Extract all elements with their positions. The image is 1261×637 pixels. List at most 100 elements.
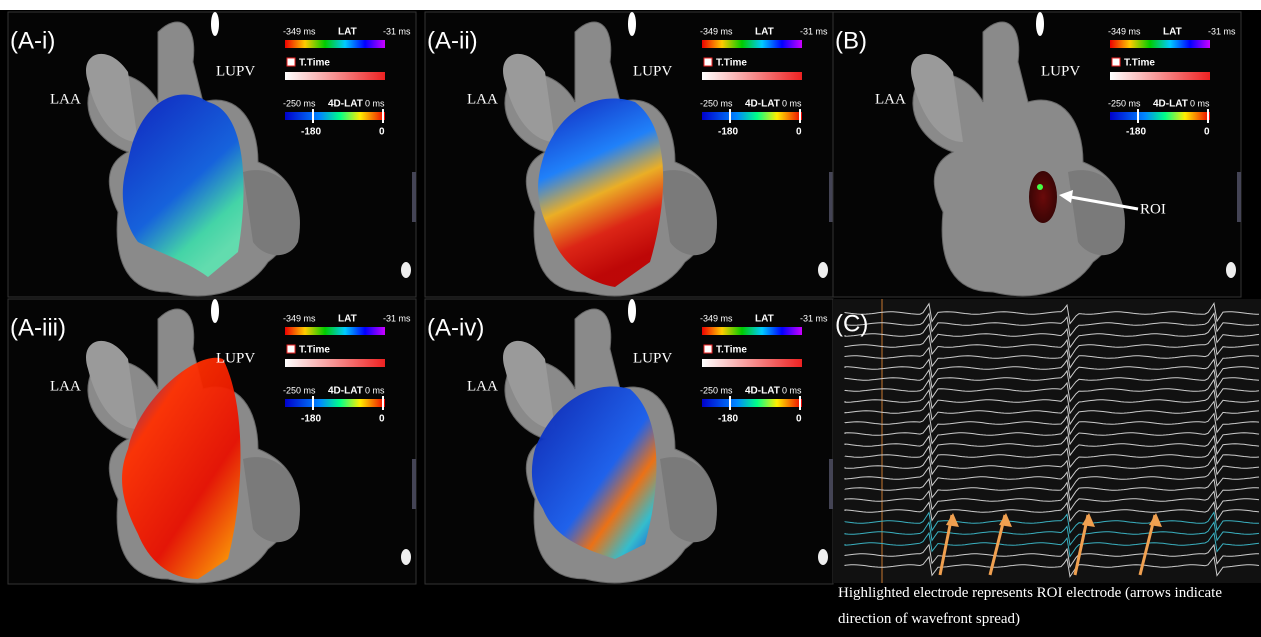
- legend-title: LAT: [1163, 27, 1182, 38]
- vein: [243, 457, 300, 543]
- ecg-trace: [844, 388, 1260, 415]
- landmark-label: LUPV: [216, 63, 255, 79]
- legend-text: 0 ms: [365, 385, 385, 395]
- legend-text: -31 ms: [383, 26, 411, 36]
- ecg-trace: [844, 543, 1259, 569]
- orientation-icon: [401, 262, 411, 278]
- activation-map: [122, 94, 244, 277]
- ecg-trace: [844, 434, 1260, 457]
- toolbar: [829, 459, 833, 509]
- ecg-trace: [844, 322, 1260, 349]
- color-bar: [285, 112, 385, 120]
- legend-title: 4D-LAT: [1153, 99, 1188, 110]
- activation-map: [531, 386, 657, 559]
- landmark-label: LAA: [875, 91, 906, 107]
- panel-label: (A-i): [10, 27, 55, 54]
- appendage: [86, 53, 138, 142]
- checkbox: [703, 344, 713, 354]
- ecg-trace: [844, 500, 1260, 523]
- color-bar: [702, 327, 802, 335]
- legend-text: -349 ms: [700, 26, 733, 36]
- orientation-icon: [818, 262, 828, 278]
- vein: [1068, 170, 1125, 256]
- ecg-trace: [844, 346, 1260, 370]
- legend-text: 0: [796, 414, 802, 425]
- catheter-icon: [628, 299, 636, 323]
- legend-text: -180: [301, 127, 321, 138]
- map-panel: (B) LAA LUPV -349 ms LAT -31 ms T.Time -250 ms 4…: [832, 11, 1242, 298]
- ecg-trace: [844, 412, 1260, 436]
- legend-text: -349 ms: [283, 26, 316, 36]
- vein: [660, 457, 717, 543]
- ecg-trace: [844, 444, 1260, 469]
- arrow-head: [1082, 513, 1095, 527]
- color-bar: [702, 112, 802, 120]
- legend-text: 0 ms: [782, 385, 802, 395]
- ecg-trace: [844, 311, 1260, 338]
- checkbox: [703, 57, 713, 67]
- appendage: [503, 340, 555, 429]
- color-bar: [702, 399, 802, 407]
- legend-text: 0 ms: [1190, 98, 1210, 108]
- legend-title: LAT: [755, 314, 774, 325]
- legend-title: 4D-LAT: [745, 99, 780, 110]
- legend-title: T.Time: [716, 58, 747, 69]
- color-bar: [285, 327, 385, 335]
- legend-text: -250 ms: [700, 385, 733, 395]
- legend-title: 4D-LAT: [745, 386, 780, 397]
- panel-label: (A-ii): [427, 27, 478, 54]
- legend-title: T.Time: [716, 345, 747, 356]
- checkbox: [286, 344, 296, 354]
- ecg-trace: [844, 368, 1260, 391]
- catheter-icon: [211, 299, 219, 323]
- vein: [660, 170, 717, 256]
- landmark-label: LUPV: [633, 350, 672, 366]
- annotation: ROI: [1140, 201, 1166, 217]
- arrow-head: [1059, 190, 1073, 203]
- toolbar: [829, 172, 833, 222]
- ecg-trace: [844, 520, 1260, 547]
- legend-text: -180: [301, 414, 321, 425]
- legend-text: -180: [1126, 127, 1146, 138]
- color-bar: [702, 40, 802, 48]
- panel-label: (A-iv): [427, 314, 484, 341]
- legend-text: 0: [379, 414, 385, 425]
- ecg-trace: [844, 378, 1260, 403]
- legend-text: -31 ms: [383, 313, 411, 323]
- annotation-arrow: [1064, 194, 1139, 211]
- orientation-icon: [1226, 262, 1236, 278]
- arrow-head: [999, 513, 1012, 527]
- toolbar: [1237, 172, 1241, 222]
- legend-text: 0: [379, 127, 385, 138]
- legend-text: -180: [718, 414, 738, 425]
- ecg-panel: (C): [833, 299, 1261, 583]
- legend-text: 0: [796, 127, 802, 138]
- color-bar: [285, 72, 385, 80]
- catheter-icon: [1036, 12, 1044, 36]
- landmark-label: LAA: [50, 378, 81, 394]
- legend-text: -349 ms: [1108, 26, 1141, 36]
- map-panel: (A-iv) LAA LUPV -349 ms LAT -31 ms T.Time -250 …: [424, 298, 834, 585]
- legend-text: -349 ms: [283, 313, 316, 323]
- panel-label: (C): [835, 310, 868, 337]
- legend-title: 4D-LAT: [328, 99, 363, 110]
- color-bar: [285, 359, 385, 367]
- ecg-trace: [844, 400, 1260, 426]
- ecg-background: [833, 299, 1261, 583]
- activation-map: [538, 98, 664, 287]
- legend-text: -349 ms: [700, 313, 733, 323]
- legend-text: -250 ms: [700, 98, 733, 108]
- legend-text: -31 ms: [800, 313, 828, 323]
- legend-title: LAT: [338, 314, 357, 325]
- checkbox: [286, 57, 296, 67]
- legend-text: 0 ms: [365, 98, 385, 108]
- color-bar: [285, 399, 385, 407]
- ecg-trace: [844, 489, 1260, 512]
- appendage: [503, 53, 555, 142]
- legend-text: -31 ms: [1208, 26, 1236, 36]
- appendage: [86, 340, 138, 429]
- legend-text: -180: [718, 127, 738, 138]
- catheter-icon: [211, 12, 219, 36]
- color-bar: [1110, 72, 1210, 80]
